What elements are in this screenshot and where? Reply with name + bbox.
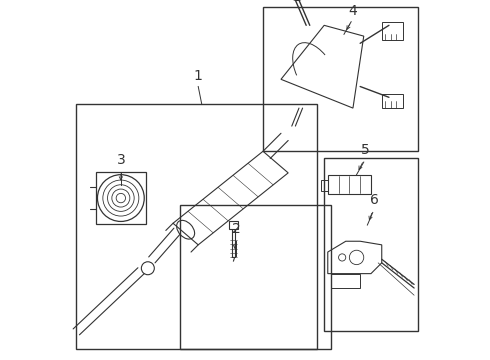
Text: 3: 3 xyxy=(117,153,125,167)
Text: 2: 2 xyxy=(232,222,241,236)
Bar xyxy=(76,104,317,349)
Bar xyxy=(382,22,403,40)
Text: 5: 5 xyxy=(361,143,370,157)
Bar xyxy=(328,175,371,194)
Bar xyxy=(229,221,238,229)
Text: 4: 4 xyxy=(348,4,357,18)
Bar xyxy=(180,205,331,349)
Bar xyxy=(324,158,418,331)
Bar xyxy=(263,7,418,151)
Bar xyxy=(382,94,403,108)
Bar xyxy=(331,274,360,288)
Text: 6: 6 xyxy=(370,193,379,207)
Bar xyxy=(320,180,328,191)
Text: 1: 1 xyxy=(194,69,203,83)
